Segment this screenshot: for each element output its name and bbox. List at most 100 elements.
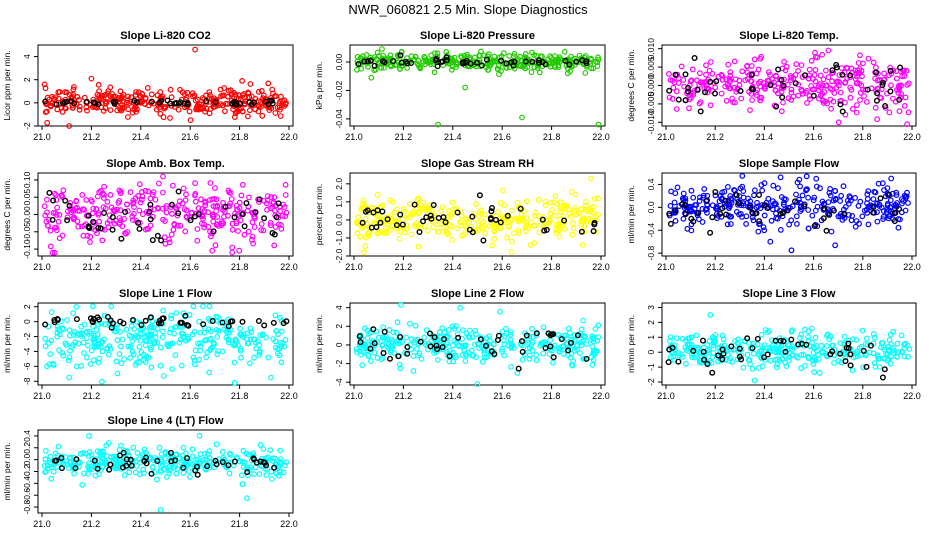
- sample-point: [556, 222, 562, 229]
- sample-point: [582, 202, 589, 209]
- reference-point: [483, 342, 490, 349]
- sample-point: [162, 104, 169, 110]
- reference-point: [515, 365, 522, 372]
- sample-point: [121, 215, 127, 222]
- sample-point: [173, 204, 179, 211]
- reference-point: [463, 57, 470, 64]
- sample-point: [448, 66, 455, 73]
- panel-4: Slope Amb. Box Temp.degrees C per min.21…: [2, 158, 298, 272]
- sample-point: [47, 243, 54, 250]
- sample-point: [124, 97, 131, 103]
- x-tick-label: 21.4: [132, 519, 150, 529]
- sample-point: [91, 332, 97, 339]
- sample-point: [255, 88, 262, 95]
- sample-point: [152, 334, 159, 341]
- y-tick-label: -0.4: [22, 476, 32, 491]
- sample-point: [578, 332, 584, 339]
- reference-point: [748, 85, 755, 92]
- sample-point: [74, 332, 81, 338]
- outlier-point: [368, 74, 375, 81]
- reference-point: [195, 211, 202, 218]
- sample-point: [281, 97, 288, 104]
- reference-point: [474, 59, 481, 66]
- sample-point: [540, 324, 547, 331]
- sample-point: [806, 66, 813, 73]
- reference-point: [175, 210, 182, 217]
- sample-point: [279, 212, 286, 219]
- sample-point: [230, 106, 237, 113]
- reference-point: [688, 215, 695, 222]
- sample-point: [458, 222, 465, 229]
- sample-point: [83, 196, 90, 203]
- sample-point: [160, 307, 167, 314]
- sample-point: [824, 100, 830, 107]
- reference-point: [168, 458, 175, 465]
- sample-point: [202, 199, 209, 206]
- sample-point: [253, 345, 260, 352]
- sample-point: [403, 222, 410, 229]
- sample-point: [240, 464, 247, 471]
- sample-point: [854, 67, 861, 74]
- sample-point: [899, 73, 905, 80]
- reference-point: [269, 100, 276, 107]
- sample-point: [247, 325, 254, 332]
- sample-point: [154, 204, 161, 211]
- sample-point: [830, 197, 837, 204]
- sample-point: [173, 310, 180, 316]
- sample-point: [840, 183, 847, 190]
- sample-point: [178, 362, 185, 369]
- reference-point: [225, 462, 232, 469]
- x-tick-label: 21.2: [83, 262, 101, 272]
- y-tick-label: 0.005: [646, 56, 656, 78]
- reference-point: [270, 319, 277, 326]
- sample-point: [788, 328, 795, 335]
- reference-point: [271, 464, 278, 471]
- sample-point: [805, 225, 812, 232]
- reference-point: [722, 197, 729, 204]
- sample-point: [422, 223, 428, 229]
- sample-point: [595, 211, 602, 218]
- sample-point: [85, 463, 91, 470]
- sample-point: [44, 196, 50, 203]
- y-tick-label: 2: [22, 304, 32, 309]
- sample-point: [814, 54, 821, 61]
- reference-point: [519, 338, 526, 345]
- sample-point: [757, 97, 764, 104]
- sample-point: [783, 363, 790, 370]
- sample-point: [871, 360, 878, 367]
- reference-point: [469, 213, 476, 220]
- sample-point: [508, 248, 515, 255]
- sample-point: [393, 225, 400, 232]
- reference-point: [136, 225, 143, 232]
- reference-point: [417, 338, 424, 345]
- sample-point: [797, 335, 803, 342]
- sample-point: [568, 188, 575, 195]
- sample-point: [782, 67, 789, 74]
- sample-point: [872, 104, 879, 111]
- sample-point: [117, 88, 124, 95]
- reference-point: [704, 197, 711, 204]
- sample-point: [781, 199, 787, 206]
- sample-point: [820, 76, 827, 83]
- sample-point: [101, 183, 108, 190]
- sample-point: [187, 117, 194, 123]
- sample-point: [159, 334, 166, 341]
- reference-point: [157, 97, 164, 104]
- sample-point: [244, 330, 251, 337]
- sample-point: [816, 81, 823, 88]
- reference-point: [373, 224, 380, 231]
- sample-point: [773, 210, 779, 217]
- sample-point: [123, 201, 130, 208]
- outlier-point: [751, 377, 758, 384]
- reference-point: [158, 237, 165, 244]
- reference-point: [90, 99, 97, 106]
- sample-point: [407, 320, 413, 327]
- y-tick-label: 2: [334, 324, 344, 329]
- sample-point: [580, 332, 587, 339]
- sample-point: [810, 361, 817, 367]
- sample-point: [54, 333, 61, 340]
- reference-point: [772, 337, 779, 344]
- sample-point: [832, 242, 838, 249]
- sample-point: [166, 467, 173, 474]
- reference-point: [712, 188, 719, 195]
